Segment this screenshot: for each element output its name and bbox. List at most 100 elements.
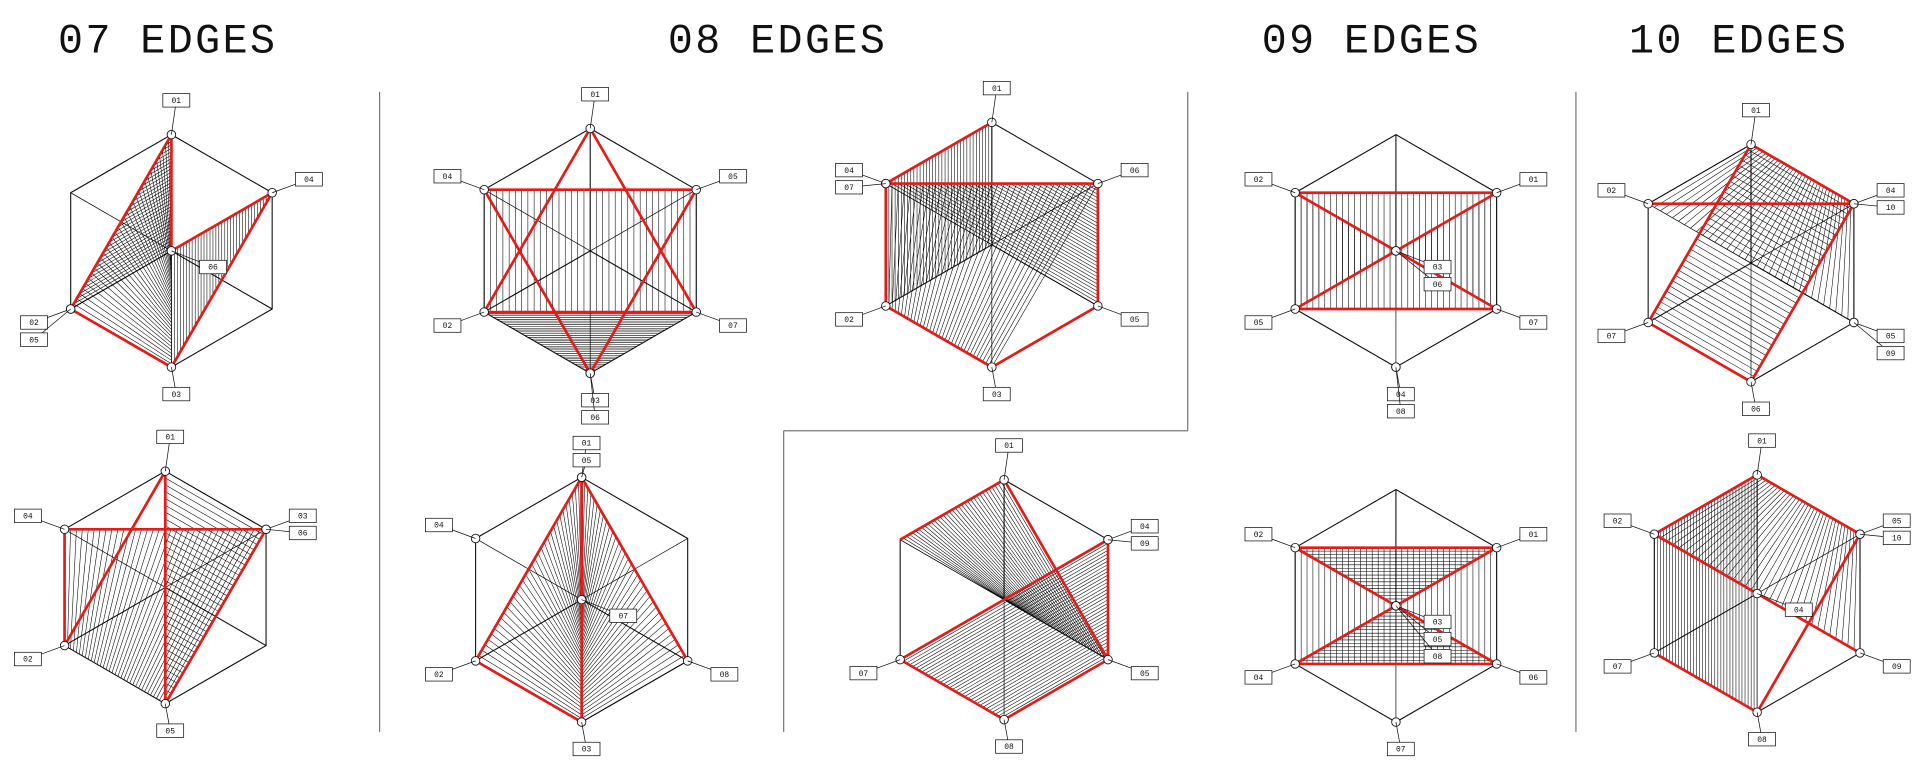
label-box bbox=[433, 318, 462, 333]
vertex-label: 06 bbox=[298, 530, 308, 539]
vertex-label: 02 bbox=[434, 671, 444, 680]
vertex-node bbox=[1093, 178, 1103, 189]
dividers bbox=[378, 91, 1577, 732]
vertex-label: 01 bbox=[1529, 531, 1539, 540]
vertex-node bbox=[59, 640, 70, 651]
label-box bbox=[710, 667, 739, 682]
vertex-label: 01 bbox=[1529, 176, 1539, 185]
vertex-label: 05 bbox=[1130, 316, 1140, 325]
label-box bbox=[1882, 513, 1911, 528]
vertex-node bbox=[59, 524, 70, 535]
cube-figure: 01 04 10 05 09 02 07 06 bbox=[1597, 103, 1905, 416]
label-box bbox=[1130, 536, 1159, 551]
vertex-label: 08 bbox=[1004, 743, 1014, 752]
panel-title: 08 EDGES bbox=[668, 19, 887, 66]
vertex-label: 09 bbox=[1886, 350, 1896, 359]
string-surface bbox=[484, 311, 697, 372]
label-box bbox=[1603, 513, 1632, 528]
red-edge-path bbox=[884, 182, 1100, 369]
string-surface bbox=[1654, 474, 1758, 713]
label-box bbox=[1386, 404, 1415, 419]
label-leader bbox=[1395, 605, 1438, 657]
label-box bbox=[572, 453, 601, 468]
vertex-label: 02 bbox=[844, 316, 854, 325]
vertex-label: 08 bbox=[720, 671, 730, 680]
label-box bbox=[1882, 530, 1911, 545]
label-box bbox=[1748, 433, 1776, 448]
label-box bbox=[1784, 602, 1813, 617]
vertex-label: 04 bbox=[1254, 674, 1264, 683]
vertex-label: 07 bbox=[618, 613, 628, 622]
label-box bbox=[982, 81, 1011, 96]
vertex-label: 04 bbox=[1396, 391, 1406, 400]
label-box bbox=[1876, 200, 1905, 215]
vertex-label: 07 bbox=[1529, 319, 1539, 328]
label-box bbox=[1876, 345, 1905, 361]
label-box bbox=[1882, 659, 1911, 674]
label-box bbox=[982, 386, 1011, 402]
label-box bbox=[14, 508, 42, 523]
vertex-label: 07 bbox=[1607, 333, 1617, 342]
label-box bbox=[288, 508, 317, 523]
label-box bbox=[1120, 312, 1149, 327]
panel-title: 07 EDGES bbox=[58, 19, 277, 66]
label-box bbox=[288, 525, 317, 541]
label-box bbox=[1423, 614, 1452, 630]
label-box bbox=[581, 393, 609, 408]
vertex-label: 01 bbox=[1004, 442, 1014, 451]
label-box bbox=[1519, 172, 1548, 187]
vertex-label: 01 bbox=[1757, 437, 1767, 446]
vertex-label: 05 bbox=[29, 336, 39, 345]
label-box bbox=[1244, 315, 1273, 330]
vertex-label: 07 bbox=[1613, 663, 1623, 672]
vertex-node bbox=[267, 188, 277, 198]
vertex-node bbox=[1290, 304, 1300, 314]
cube-figure: 01 05 04 02 07 08 03 bbox=[425, 435, 739, 757]
vertex-label: 05 bbox=[1433, 636, 1443, 645]
cube-figure: 01 02 03 04 05 06 07 bbox=[835, 81, 1149, 402]
vertex-label: 08 bbox=[1396, 408, 1406, 417]
label-box bbox=[156, 723, 185, 738]
vertex-label: 01 bbox=[1751, 107, 1761, 116]
cube-figure: 01 02 03 04 05 06 07 bbox=[433, 87, 747, 425]
label-box bbox=[156, 429, 185, 445]
string-surface bbox=[475, 477, 582, 723]
label-box bbox=[1519, 315, 1548, 330]
label-box bbox=[20, 332, 48, 347]
label-box bbox=[1386, 386, 1415, 402]
vertex-label: 08 bbox=[1433, 653, 1443, 662]
vertex-label: 10 bbox=[1886, 204, 1896, 213]
label-box bbox=[295, 172, 323, 187]
label-box bbox=[1519, 670, 1548, 685]
vertex-label: 04 bbox=[1794, 606, 1804, 615]
vertex-node bbox=[576, 472, 587, 483]
vertex-label: 03 bbox=[992, 391, 1002, 400]
vertex-label: 02 bbox=[1607, 187, 1617, 196]
label-box bbox=[1130, 519, 1159, 534]
vertex-node bbox=[166, 129, 177, 140]
vertex-label: 01 bbox=[582, 440, 592, 449]
vertex-label: 07 bbox=[1396, 746, 1406, 755]
vertex-node bbox=[65, 304, 76, 314]
vertex-label: 08 bbox=[1757, 736, 1767, 745]
label-leader bbox=[589, 373, 596, 418]
label-box bbox=[581, 87, 609, 102]
label-box bbox=[572, 741, 601, 757]
string-surface bbox=[70, 137, 172, 310]
label-box bbox=[1130, 666, 1159, 681]
label-box bbox=[1597, 328, 1626, 344]
label-box bbox=[835, 312, 863, 327]
red-edge-path bbox=[482, 188, 698, 375]
cube-figure: 01 04 05 10 09 02 07 08 bbox=[1603, 433, 1911, 747]
vertex-node bbox=[1093, 301, 1103, 311]
label-box bbox=[425, 517, 453, 533]
red-edge-path bbox=[63, 469, 268, 706]
cube-figure: 02 01 03 06 05 04 08 07 bbox=[1244, 133, 1548, 419]
string-surface bbox=[483, 189, 697, 313]
string-surface bbox=[885, 183, 1099, 307]
vertex-label: 03 bbox=[582, 746, 592, 755]
vertex-label: 02 bbox=[1254, 531, 1264, 540]
vertex-label: 06 bbox=[208, 264, 218, 273]
vertex-label: 04 bbox=[304, 176, 314, 185]
